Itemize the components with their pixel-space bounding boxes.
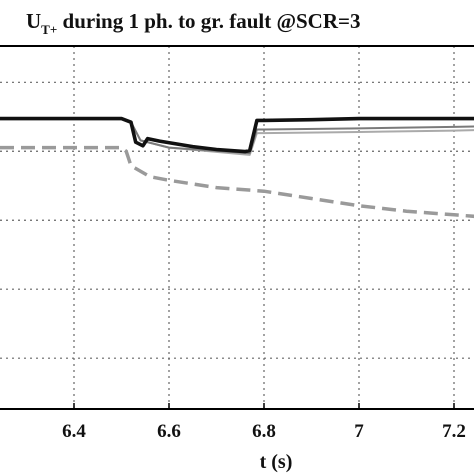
chart-title: UT+ during 1 ph. to gr. fault @SCR=3 (26, 9, 360, 37)
x-axis-label: t (s) (260, 451, 293, 473)
chart-title-rest: during 1 ph. to gr. fault @SCR=3 (57, 9, 360, 33)
x-tick-label-1: 6.6 (157, 421, 181, 442)
series-line-0 (0, 145, 474, 219)
grid (0, 46, 474, 409)
x-tick-label-0: 6.4 (62, 421, 86, 442)
chart-title-subscript: T+ (41, 22, 57, 37)
axes-frame (0, 45, 474, 410)
chart-title-main: U (26, 9, 41, 33)
x-tick-labels: 6.46.66.877.27.4 (62, 403, 466, 442)
x-tick-label-4: 7.2 (442, 421, 466, 442)
x-tick-label-3: 7 (354, 421, 364, 442)
x-tick-label-2: 6.8 (252, 421, 276, 442)
series-line-3 (0, 116, 474, 154)
series-group (0, 116, 474, 219)
series-line-2 (0, 117, 474, 155)
